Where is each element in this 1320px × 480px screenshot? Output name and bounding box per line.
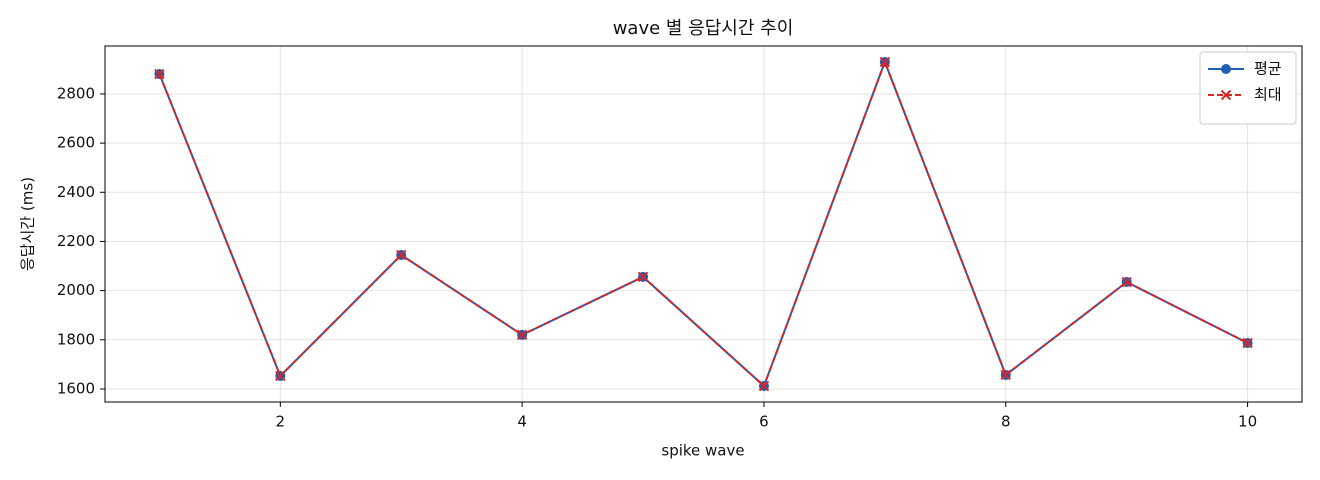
y-tick-label: 2200 [57, 232, 95, 250]
data-point [758, 380, 770, 392]
series-line [158, 59, 1249, 388]
x-axis-label: spike wave [661, 442, 744, 460]
y-tick-label: 2600 [57, 134, 95, 152]
y-tick-label: 1800 [57, 330, 95, 348]
data-point [1121, 276, 1132, 288]
data-point [275, 370, 286, 382]
y-tick-label: 2000 [57, 281, 95, 299]
y-tick-label: 1600 [57, 379, 95, 397]
series-line [158, 59, 1249, 388]
legend-label: 최대 [1254, 86, 1282, 104]
plot-frame [104, 45, 1303, 403]
legend-marker [1220, 89, 1232, 101]
legend-label: 평균 [1254, 60, 1282, 78]
data-point [396, 249, 407, 261]
x-tick-label: 2 [276, 413, 286, 431]
data-point [637, 271, 649, 283]
data-point [1242, 337, 1253, 349]
data-point [1000, 369, 1011, 381]
x-tick-label: 8 [1001, 413, 1011, 431]
data-point [879, 56, 891, 68]
x-tick-label: 10 [1238, 413, 1257, 431]
legend-marker [1221, 64, 1231, 74]
y-tick-label: 2800 [57, 84, 95, 102]
x-tick-label: 6 [759, 413, 769, 431]
y-axis-label: 응답시간 (ms) [19, 177, 37, 271]
x-tick-label: 4 [517, 413, 527, 431]
data-point [516, 329, 528, 341]
y-tick-label: 2400 [57, 183, 95, 201]
chart-title: wave 별 응답시간 추이 [613, 18, 794, 39]
data-point [154, 68, 165, 80]
